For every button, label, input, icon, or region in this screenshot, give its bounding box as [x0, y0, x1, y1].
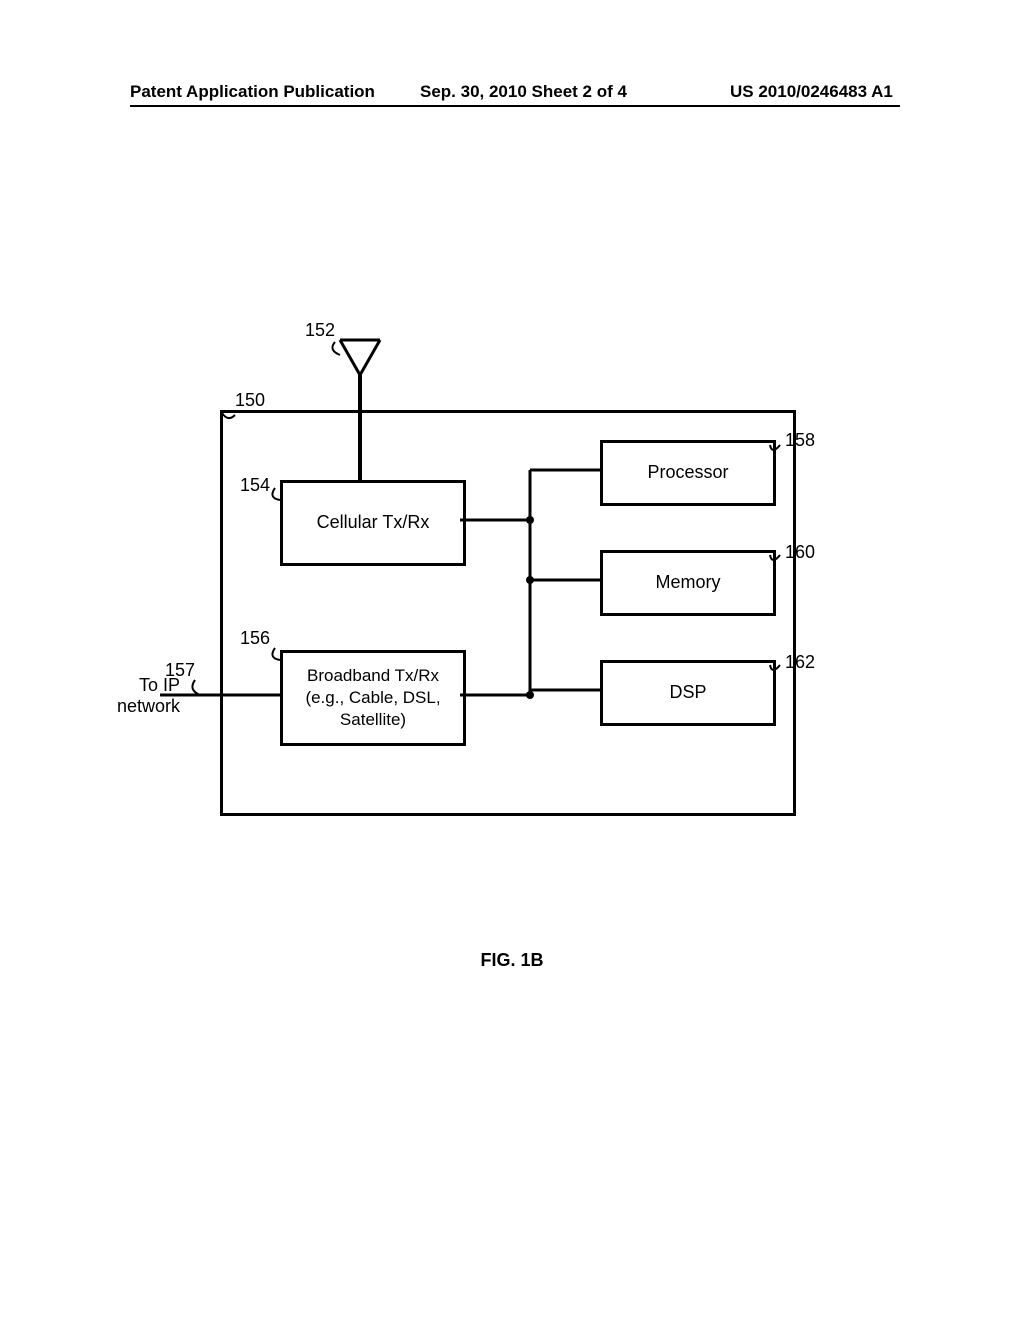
- ref-156: 156: [240, 628, 270, 649]
- figure-caption: FIG. 1B: [0, 950, 1024, 971]
- header-date-sheet: Sep. 30, 2010 Sheet 2 of 4: [420, 82, 627, 102]
- ref-152: 152: [305, 320, 335, 341]
- connections: [180, 370, 880, 870]
- ref-160: 160: [785, 542, 815, 563]
- ip-network-label: To IP network: [110, 675, 180, 717]
- ref-162: 162: [785, 652, 815, 673]
- ref-150: 150: [235, 390, 265, 411]
- header-publication: Patent Application Publication: [130, 82, 375, 102]
- ref-158: 158: [785, 430, 815, 451]
- ref-154: 154: [240, 475, 270, 496]
- header-pub-number: US 2010/0246483 A1: [730, 82, 893, 102]
- header-rule: [130, 105, 900, 107]
- block-diagram: Cellular Tx/Rx Broadband Tx/Rx (e.g., Ca…: [180, 370, 800, 810]
- page: Patent Application Publication Sep. 30, …: [0, 0, 1024, 1320]
